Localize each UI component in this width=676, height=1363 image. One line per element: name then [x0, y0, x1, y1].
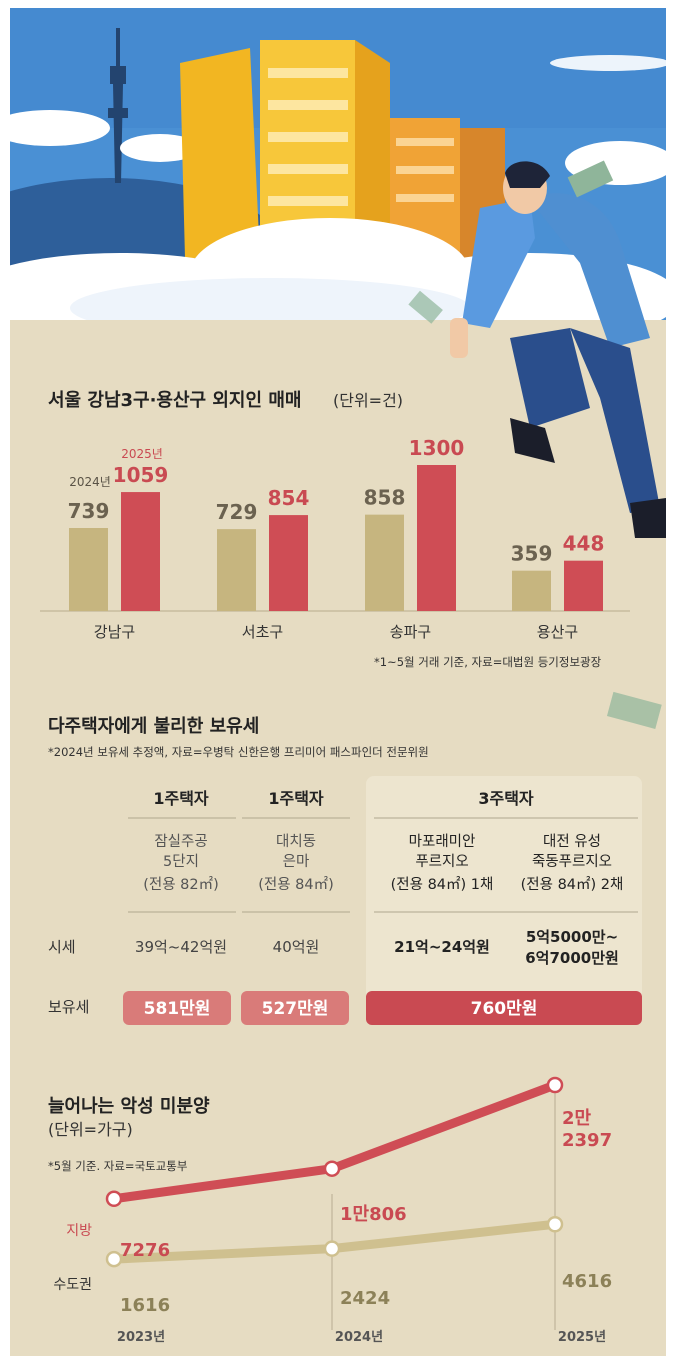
line-chart-title: 늘어나는 악성 미분양: [48, 1096, 210, 1117]
property-name: 푸르지오: [415, 853, 468, 870]
header-1home-a: 1주택자: [153, 789, 209, 808]
point-value-label: 1만806: [340, 1204, 407, 1225]
category-label: 서초구: [242, 623, 283, 641]
row-label-tax: 보유세: [48, 998, 89, 1016]
row-label-price: 시세: [48, 938, 76, 956]
line-chart-section: 늘어나는 악성 미분양 (단위=가구) *5월 기준. 자료=국토교통부 727…: [48, 1076, 612, 1345]
property-size: (전용 82㎡): [143, 876, 219, 893]
point-value-label: 2424: [340, 1288, 390, 1309]
point-value-label: 1616: [120, 1295, 170, 1316]
property-name: 잠실주공: [154, 833, 207, 850]
tower-icon: [108, 28, 128, 183]
price-value: 6억7000만원: [525, 949, 619, 967]
point-value-label: 2397: [562, 1130, 612, 1151]
point-value-label: 2만: [562, 1108, 592, 1129]
tax-pill: [366, 991, 642, 1025]
three-home-panel: [366, 776, 642, 1018]
category-label: 송파구: [390, 623, 431, 641]
bar-강남구-2024년: [69, 528, 108, 611]
data-point: [546, 1076, 564, 1094]
chart-title: 서울 강남3구·용산구 외지인 매매: [48, 390, 301, 411]
data-point: [546, 1216, 564, 1233]
price-value: 39억~42억원: [135, 938, 227, 956]
bar-강남구-2025년: [121, 492, 160, 611]
price-value: 40억원: [273, 938, 320, 956]
infographic: 서울 강남3구·용산구 외지인 매매 (단위=건) 739 1059 강남구 729 8…: [10, 8, 666, 1356]
bar-서초구-2024년: [217, 529, 256, 611]
data-point: [323, 1240, 341, 1257]
data-point: [105, 1190, 123, 1208]
bar-value-label: 448: [563, 532, 605, 556]
bar-value-label: 1300: [409, 436, 465, 460]
property-name: 대전 유성: [543, 833, 601, 850]
tax-pill: [123, 991, 231, 1025]
property-name: 5단지: [163, 853, 199, 870]
bar-value-label: 854: [268, 486, 310, 510]
point-value-label: 4616: [562, 1271, 612, 1292]
legend-2025: 2025년: [121, 447, 163, 461]
series-label-local: 지방: [66, 1223, 92, 1239]
bar-용산구-2024년: [512, 570, 551, 611]
bar-value-label: 359: [511, 542, 553, 566]
property-name: 은마: [283, 853, 310, 870]
tax-value: 760만원: [471, 999, 538, 1019]
header-3home: 3주택자: [478, 789, 534, 808]
tax-table-section: 다주택자에게 불리한 보유세 *2024년 보유세 추정액, 자료=우병탁 신한…: [48, 716, 642, 1025]
running-man-icon: [408, 160, 666, 729]
property-name: 대치동: [276, 833, 316, 850]
bar-value-label: 739: [68, 499, 110, 523]
x-tick-label: 2025년: [558, 1330, 606, 1345]
bar-value-label: 1059: [113, 463, 169, 487]
price-value: 21억~24억원: [394, 938, 490, 956]
table-title: 다주택자에게 불리한 보유세: [48, 716, 259, 737]
chart-unit: (단위=건): [333, 391, 403, 410]
property-size: (전용 84㎡): [258, 876, 334, 893]
bar-value-label: 858: [364, 486, 406, 510]
bar-서초구-2025년: [269, 515, 308, 611]
legend-2024: 2024년: [69, 475, 111, 489]
data-point: [323, 1160, 341, 1177]
bar-용산구-2025년: [564, 560, 603, 611]
line-chart-unit: (단위=가구): [48, 1120, 133, 1139]
property-size: (전용 84㎡) 1채: [391, 876, 494, 893]
category-label: 강남구: [94, 623, 135, 641]
x-tick-label: 2023년: [117, 1330, 165, 1345]
bar-송파구-2025년: [417, 465, 456, 611]
point-value-label: 7276: [120, 1240, 170, 1261]
data-point: [105, 1250, 123, 1268]
header-1home-b: 1주택자: [268, 789, 324, 808]
property-name: 죽동푸르지오: [532, 853, 612, 870]
bar-value-label: 729: [216, 500, 258, 524]
tax-value: 527만원: [262, 999, 329, 1019]
tax-value: 581만원: [144, 999, 211, 1019]
chart-note: *1~5월 거래 기준, 자료=대법원 등기정보광장: [374, 655, 602, 669]
price-value: 5억5000만~: [526, 928, 618, 946]
property-size: (전용 84㎡) 2채: [521, 876, 624, 893]
property-name: 마포래미안: [409, 833, 476, 850]
hero-illustration: [10, 8, 666, 320]
table-note: *2024년 보유세 추정액, 자료=우병탁 신한은행 프리미어 패스파인더 전…: [48, 745, 429, 759]
bar-송파구-2024년: [365, 514, 404, 611]
line-chart-note: *5월 기준. 자료=국토교통부: [48, 1159, 187, 1173]
series-label-capital: 수도권: [53, 1277, 92, 1293]
category-label: 용산구: [537, 623, 578, 641]
x-tick-label: 2024년: [335, 1330, 383, 1345]
tax-pill: [241, 991, 349, 1025]
